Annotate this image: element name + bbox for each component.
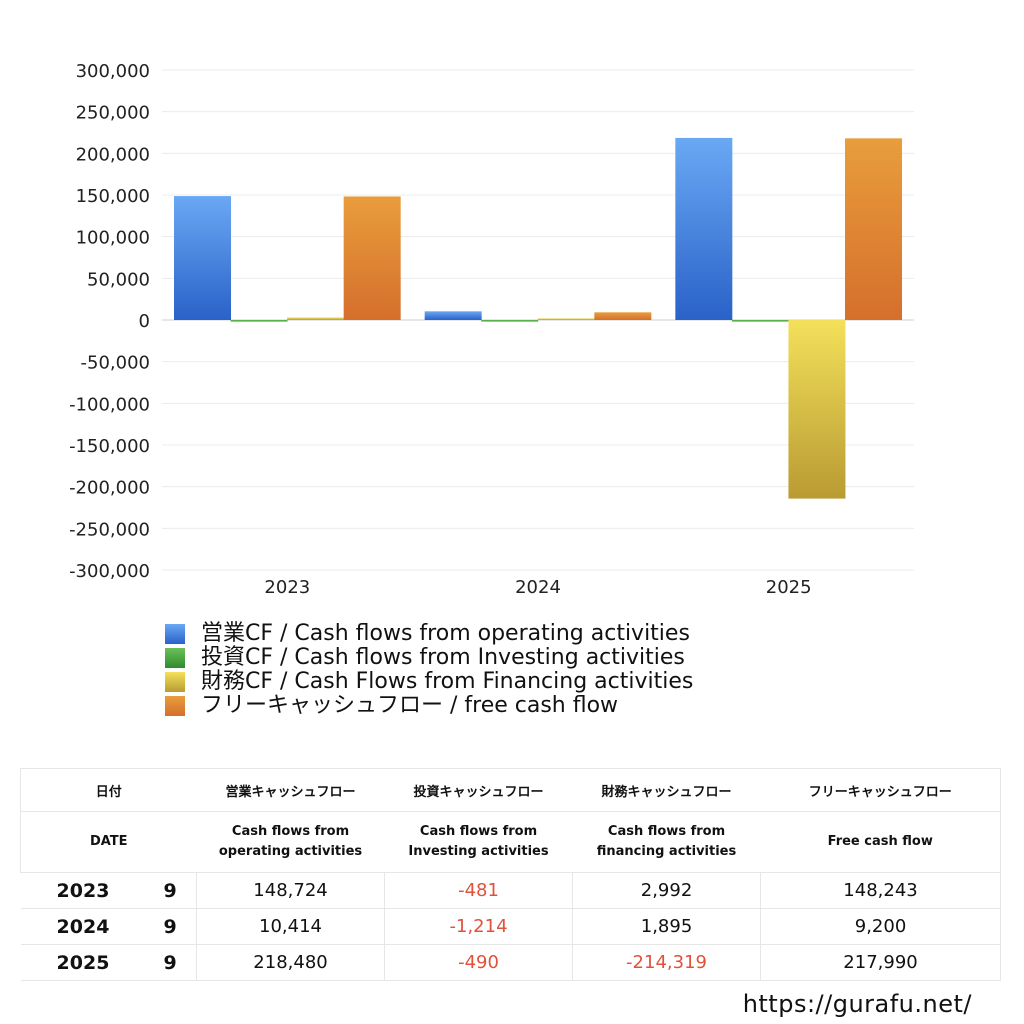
table-row: 2023 9 148,724 -481 2,992 148,243: [20, 872, 1002, 909]
legend-item-free: フリーキャッシュフロー / free cash flow: [165, 694, 693, 718]
x-tick-label: 2023: [264, 577, 310, 598]
header-financing-en: Cash flows from financing activities: [572, 811, 761, 873]
y-tick-label: -50,000: [81, 353, 150, 374]
legend-item-financing: 財務CF / Cash Flows from Financing activit…: [165, 670, 693, 694]
bar: [594, 312, 652, 320]
bar: [675, 137, 733, 320]
row-financing: 1,895: [572, 908, 762, 945]
y-tick-label: 50,000: [87, 269, 150, 290]
site-url[interactable]: https://gurafu.net/: [742, 990, 972, 1018]
row-financing: 2,992: [572, 872, 762, 909]
header-operating-jp: 営業キャッシュフロー: [196, 768, 385, 812]
bar: [174, 196, 231, 320]
legend-label: フリーキャッシュフロー / free cash flow: [201, 693, 619, 718]
x-tick-label: 2025: [766, 577, 812, 598]
y-tick-label: -150,000: [69, 436, 150, 457]
legend-label: 財務CF / Cash Flows from Financing activit…: [201, 669, 694, 694]
row-investing: -1,214: [384, 908, 574, 945]
bar: [287, 317, 345, 320]
header-financing-jp: 財務キャッシュフロー: [572, 768, 761, 812]
cash-flow-bar-chart: 300,000 250,000 200,000 150,000 100,000 50,00…: [69, 61, 914, 598]
bar: [731, 320, 789, 322]
bars: [174, 137, 902, 499]
legend-swatch-operating: [165, 624, 185, 644]
y-tick-label: -100,000: [69, 394, 150, 415]
bar: [481, 320, 539, 322]
bar: [424, 311, 482, 320]
header-date-jp: 日付: [19, 768, 197, 812]
bar: [845, 138, 902, 320]
row-investing: -481: [384, 872, 574, 909]
y-tick-label: 250,000: [76, 103, 150, 124]
y-axis-ticks: 300,000 250,000 200,000 150,000 100,000 50,00…: [69, 61, 150, 582]
row-year: 2023: [20, 872, 146, 909]
legend-swatch-free: [165, 696, 185, 716]
row-year: 2024: [20, 908, 146, 945]
header-operating-en: Cash flows from operating activities: [196, 811, 385, 873]
legend-swatch-financing: [165, 672, 185, 692]
header-free-en: Free cash flow: [760, 811, 1002, 873]
row-operating: 10,414: [196, 908, 386, 945]
row-month: 9: [145, 872, 198, 909]
row-month: 9: [145, 908, 198, 945]
y-tick-label: -200,000: [69, 478, 150, 499]
header-free-jp: フリーキャッシュフロー: [760, 768, 1002, 812]
legend-item-operating: 営業CF / Cash flows from operating activit…: [165, 622, 693, 646]
row-investing: -490: [384, 944, 574, 981]
legend-item-investing: 投資CF / Cash flows from Investing activit…: [165, 646, 693, 670]
x-axis-ticks: 2023 2024 2025: [264, 577, 811, 598]
y-tick-label: 100,000: [76, 228, 150, 249]
y-tick-label: 150,000: [76, 186, 150, 207]
y-tick-label: 300,000: [76, 61, 150, 82]
y-tick-label: 0: [139, 311, 150, 332]
row-free: 217,990: [760, 944, 1002, 981]
bar: [788, 320, 846, 499]
row-operating: 218,480: [196, 944, 386, 981]
y-tick-label: -250,000: [69, 519, 150, 540]
header-investing-en: Cash flows from Investing activities: [384, 811, 573, 873]
y-tick-label: 200,000: [76, 144, 150, 165]
header-date-en: DATE: [19, 811, 197, 873]
bar: [343, 196, 401, 320]
y-tick-label: -300,000: [69, 561, 150, 582]
legend: 営業CF / Cash flows from operating activit…: [165, 622, 693, 718]
row-month: 9: [145, 944, 198, 981]
header-investing-jp: 投資キャッシュフロー: [384, 768, 573, 812]
x-tick-label: 2024: [515, 577, 561, 598]
table-header-row-jp: 日付 営業キャッシュフロー 投資キャッシュフロー 財務キャッシュフロー フリーキ…: [19, 768, 1002, 812]
legend-swatch-investing: [165, 648, 185, 668]
bar: [537, 318, 595, 320]
row-free: 148,243: [760, 872, 1002, 909]
table-row: 2024 9 10,414 -1,214 1,895 9,200: [20, 908, 1002, 945]
cash-flow-table: 日付 営業キャッシュフロー 投資キャッシュフロー 財務キャッシュフロー フリーキ…: [19, 768, 1002, 981]
legend-label: 営業CF / Cash flows from operating activit…: [201, 621, 690, 646]
row-year: 2025: [20, 944, 146, 981]
table-header-row-en: DATE Cash flows from operating activitie…: [19, 811, 1002, 873]
bar: [230, 320, 288, 322]
row-financing: -214,319: [572, 944, 762, 981]
legend-label: 投資CF / Cash flows from Investing activit…: [201, 645, 685, 670]
row-free: 9,200: [760, 908, 1002, 945]
row-operating: 148,724: [196, 872, 386, 909]
table-row: 2025 9 218,480 -490 -214,319 217,990: [20, 944, 1002, 981]
